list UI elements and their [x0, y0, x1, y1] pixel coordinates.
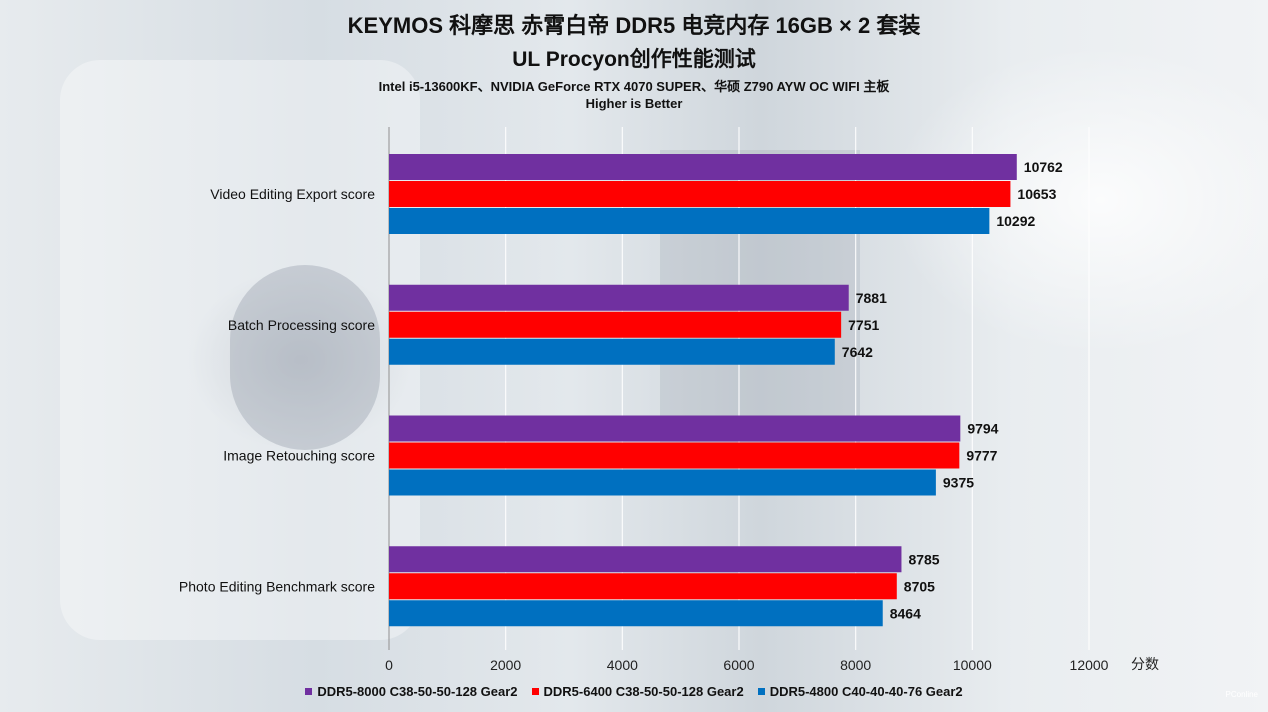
category-label: Batch Processing score [228, 317, 375, 333]
legend-swatch [305, 688, 313, 696]
x-tick-label: 8000 [840, 657, 871, 673]
data-label: 7881 [856, 290, 887, 306]
bar [389, 338, 835, 365]
data-label: 10292 [996, 213, 1035, 229]
legend-item: DDR5-4800 C40-40-40-76 Gear2 [757, 684, 963, 699]
data-label: 9777 [966, 448, 997, 464]
bar [389, 284, 849, 311]
legend-swatch [531, 688, 539, 696]
bar [389, 600, 883, 627]
bar [389, 208, 990, 234]
x-tick-label: 6000 [723, 657, 754, 673]
data-label: 7751 [848, 317, 879, 333]
x-tick-label: 10000 [953, 657, 992, 673]
x-tick-label: 12000 [1070, 657, 1109, 673]
legend-label: DDR5-6400 C38-50-50-128 Gear2 [543, 684, 744, 699]
category-label: Video Editing Export score [210, 186, 375, 202]
bar [389, 469, 936, 496]
data-label: 8464 [890, 605, 921, 621]
watermark-text: PConline [1225, 690, 1258, 699]
legend-swatch [757, 688, 765, 696]
legend-item: DDR5-6400 C38-50-50-128 Gear2 [531, 684, 744, 699]
chart-legend: DDR5-8000 C38-50-50-128 Gear2 DDR5-6400 C… [0, 684, 1268, 699]
legend-item: DDR5-8000 C38-50-50-128 Gear2 [305, 684, 518, 699]
chart-test-platform: Intel i5-13600KF、NVIDIA GeForce RTX 4070… [378, 79, 890, 94]
data-label: 10653 [1017, 186, 1056, 202]
category-label: Photo Editing Benchmark score [179, 578, 375, 594]
data-label: 8785 [908, 551, 939, 567]
bar [389, 573, 897, 600]
x-tick-label: 2000 [490, 657, 521, 673]
x-tick-label: 4000 [607, 657, 638, 673]
chart-title: KEYMOS 科摩思 赤霄白帝 DDR5 电竞内存 16GB × 2 套装 [347, 13, 921, 38]
bar [389, 311, 842, 338]
data-label: 9794 [967, 421, 998, 437]
legend-label: DDR5-8000 C38-50-50-128 Gear2 [317, 684, 518, 699]
background-fan-hub [230, 265, 380, 450]
x-tick-label: 0 [385, 657, 393, 673]
data-label: 9375 [943, 475, 974, 491]
data-label: 10762 [1024, 159, 1063, 175]
data-label: 7642 [842, 344, 873, 360]
bar [389, 154, 1017, 180]
chart-subtitle: UL Procyon创作性能测试 [512, 48, 756, 71]
data-label: 8705 [904, 578, 935, 594]
x-axis-label: 分数 [1131, 656, 1159, 672]
category-label: Image Retouching score [223, 448, 375, 464]
bar [389, 181, 1011, 207]
legend-label: DDR5-4800 C40-40-40-76 Gear2 [769, 684, 963, 699]
bar [389, 546, 902, 573]
bar [389, 442, 960, 469]
chart-note: Higher is Better [585, 96, 683, 111]
bar [389, 415, 961, 442]
background-case-panel [60, 60, 420, 640]
